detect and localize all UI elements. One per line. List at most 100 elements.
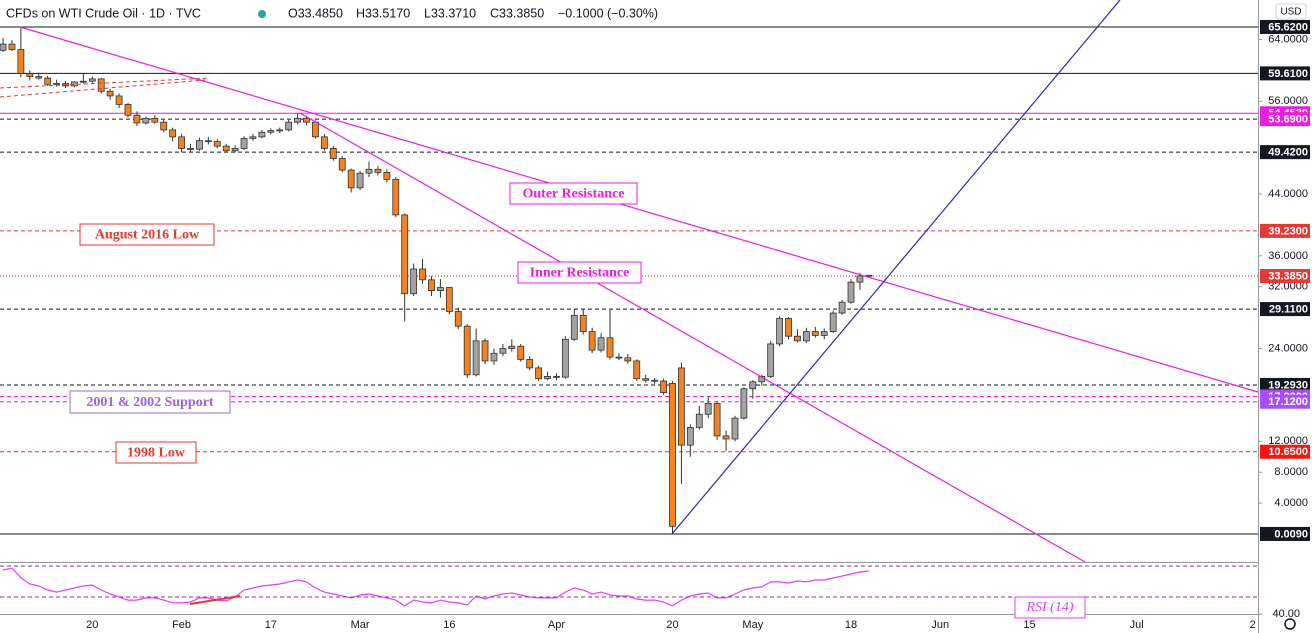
candle-body xyxy=(124,103,132,116)
candle-body xyxy=(713,403,721,437)
candle-body xyxy=(508,345,516,349)
candle-body xyxy=(329,148,337,159)
candle-body xyxy=(365,168,373,174)
ohlc-high: H33.5170 xyxy=(356,6,410,20)
price-badge-label: 59.6100 xyxy=(1268,68,1308,80)
candle-body xyxy=(704,403,712,415)
price-badge-label: 53.6900 xyxy=(1268,114,1308,126)
annotation-box xyxy=(509,182,638,205)
y-tick-label: 64.0000 xyxy=(1268,33,1308,45)
candle-body xyxy=(669,382,676,527)
y-tick-label: 12.0000 xyxy=(1268,435,1308,447)
candle-body xyxy=(294,117,301,123)
candle-body xyxy=(776,318,784,345)
candle-body xyxy=(383,171,391,180)
x-tick-label: Mar xyxy=(351,619,370,631)
candle-body xyxy=(535,367,542,380)
y-tick-label: 8.0000 xyxy=(1274,466,1308,478)
candle-body xyxy=(97,78,105,92)
outer-resistance-line xyxy=(19,26,1259,393)
ohlc-close: C33.3850 xyxy=(490,6,544,20)
rsi-label-box xyxy=(1014,596,1086,619)
y-tick-label: 4.0000 xyxy=(1274,497,1308,509)
header-bg xyxy=(0,3,635,25)
candle-body xyxy=(240,137,248,149)
candle-body xyxy=(615,356,623,359)
candle-body xyxy=(838,301,846,314)
x-tick-label: Apr xyxy=(548,619,565,631)
candle-body xyxy=(267,130,275,133)
plot xyxy=(0,26,1258,607)
candle-body xyxy=(624,357,632,362)
x-tick-label: 2 xyxy=(1250,619,1256,631)
drawings xyxy=(0,0,1259,605)
candle-body xyxy=(820,331,828,336)
candle-body xyxy=(633,360,641,380)
candle-body xyxy=(44,77,52,85)
candle-body xyxy=(204,140,212,143)
candle-body xyxy=(115,95,123,105)
x-tick-label: 16 xyxy=(443,619,455,631)
candle-body xyxy=(106,90,114,97)
candle-body xyxy=(374,168,382,173)
support-trend-line xyxy=(671,0,1121,535)
price-badge xyxy=(1260,526,1310,541)
x-tick-label: Feb xyxy=(172,619,191,631)
candle-body xyxy=(597,337,605,351)
annotation: Outer Resistance xyxy=(523,187,625,202)
symbol[interactable]: CFDs on WTI Crude Oil · 1D · TVC xyxy=(6,6,201,20)
price-badge xyxy=(1260,19,1310,34)
trend-line xyxy=(0,79,206,98)
rsi-title: RSI (14) xyxy=(1025,600,1073,615)
candle-body xyxy=(847,281,855,303)
price-badge xyxy=(1260,302,1310,317)
candle-body xyxy=(178,136,185,149)
candle-body xyxy=(26,73,34,77)
candle-body xyxy=(695,413,703,428)
y-tick-label: 32.0000 xyxy=(1268,281,1308,293)
candle-body xyxy=(160,121,168,131)
price-badge-label: 10.6500 xyxy=(1268,446,1308,458)
candle-body xyxy=(312,121,319,138)
annotation-box xyxy=(69,390,231,414)
inner-resistance-line xyxy=(299,112,1086,563)
candle-body xyxy=(553,375,560,378)
candle-body xyxy=(606,337,614,358)
candle-body xyxy=(811,331,819,336)
candle-body xyxy=(749,381,757,390)
x-tick-label: Jun xyxy=(931,619,949,631)
candle-body xyxy=(401,214,409,295)
candle-body xyxy=(392,178,400,216)
ohlc-low: L33.3710 xyxy=(424,6,476,20)
x-tick-label: 20 xyxy=(86,619,98,631)
candle-body xyxy=(79,80,87,83)
annotation: August 2016 Low xyxy=(95,228,200,243)
price-badge xyxy=(1260,269,1310,284)
annotation: 1998 Low xyxy=(127,446,186,461)
candle-body xyxy=(437,287,444,292)
settings-icon[interactable] xyxy=(1284,618,1296,630)
candle-body xyxy=(526,358,534,369)
candle-body xyxy=(794,335,801,342)
candle-body xyxy=(802,331,810,342)
price-badge-label: 29.1100 xyxy=(1269,303,1308,315)
price-badge xyxy=(1260,145,1310,160)
candle-body xyxy=(338,158,346,171)
candle-body xyxy=(222,145,230,152)
currency-box[interactable] xyxy=(1275,3,1307,20)
candle-body xyxy=(651,379,659,382)
candle-body xyxy=(740,388,748,419)
rsi-line xyxy=(2,567,869,607)
candle-body xyxy=(642,378,650,381)
candle-body xyxy=(481,340,489,362)
candle-body xyxy=(213,141,221,147)
candle-body xyxy=(419,268,426,281)
trend-line xyxy=(0,77,211,89)
candle-body xyxy=(829,312,837,332)
candle-body xyxy=(258,131,266,138)
price-badge-label: 39.2300 xyxy=(1268,225,1308,237)
y-tick-label: 44.0000 xyxy=(1268,188,1308,200)
price-badge-label: 0.0090 xyxy=(1274,528,1308,540)
candle-body xyxy=(320,136,328,149)
